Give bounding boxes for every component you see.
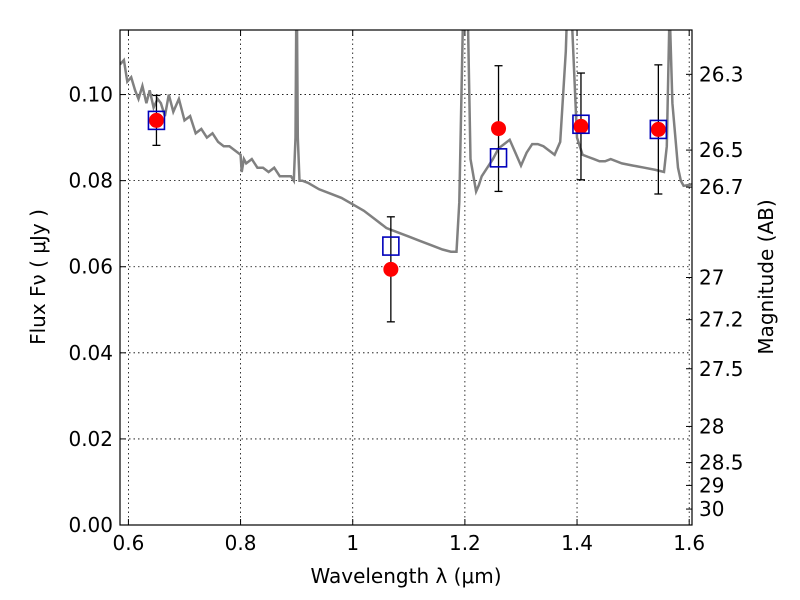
magnitude-tick-label: 29 (699, 473, 724, 497)
magnitude-tick-label: 30 (699, 497, 724, 521)
x-tick-label: 0.8 (225, 531, 257, 555)
magnitude-tick-label: 26.7 (699, 175, 744, 199)
model-spectrum (120, 30, 692, 253)
observed-point (148, 112, 164, 128)
y-tick-label: 0.04 (68, 341, 113, 365)
magnitude-tick-label: 27.2 (699, 308, 744, 332)
magnitude-tick-label: 27 (699, 266, 724, 290)
magnitude-tick-label: 28 (699, 414, 724, 438)
x-axis-label: Wavelength λ (μm) (310, 564, 501, 588)
model-point (382, 236, 400, 256)
x-tick-label: 1.6 (673, 531, 705, 555)
magnitude-tick-label: 26.5 (699, 138, 744, 162)
x-tick-label: 1 (346, 531, 359, 555)
magnitude-axis-label: Magnitude (AB) (754, 199, 778, 354)
observed-point (491, 121, 507, 137)
error-bars (152, 64, 663, 323)
x-tick-label: 0.6 (113, 531, 145, 555)
model-point (649, 119, 668, 140)
y-tick-label: 0.10 (68, 83, 113, 107)
observed-point (573, 118, 589, 134)
y-tick-label: 0.02 (68, 427, 113, 451)
grid (120, 30, 692, 525)
model-point (147, 110, 166, 131)
y-axis-label: Flux Fν ( μJy ) (26, 209, 50, 345)
observed-point (650, 121, 666, 137)
observed-points (148, 112, 666, 277)
y-tick-label: 0.08 (68, 169, 113, 193)
model-point (572, 114, 590, 135)
magnitude-tick-label: 27.5 (699, 357, 744, 381)
x-tick-label: 1.4 (561, 531, 593, 555)
y-tick-label: 0.00 (68, 513, 113, 537)
model-point (489, 148, 508, 168)
plot-frame (119, 29, 693, 526)
spectrum-line (120, 30, 692, 253)
magnitude-tick-label: 26.3 (699, 62, 744, 86)
magnitude-tick-label: 28.5 (699, 451, 744, 475)
x-tick-label: 1.2 (449, 531, 481, 555)
x-axis-ticks: 0.6 0.8 1 1.2 1.4 1.6 (113, 30, 705, 555)
model-points (147, 110, 668, 256)
y-tick-label: 0.06 (68, 255, 113, 279)
observed-point (383, 261, 399, 277)
y-axis-ticks: 0.00 0.02 0.04 0.06 0.08 0.10 (68, 83, 126, 537)
